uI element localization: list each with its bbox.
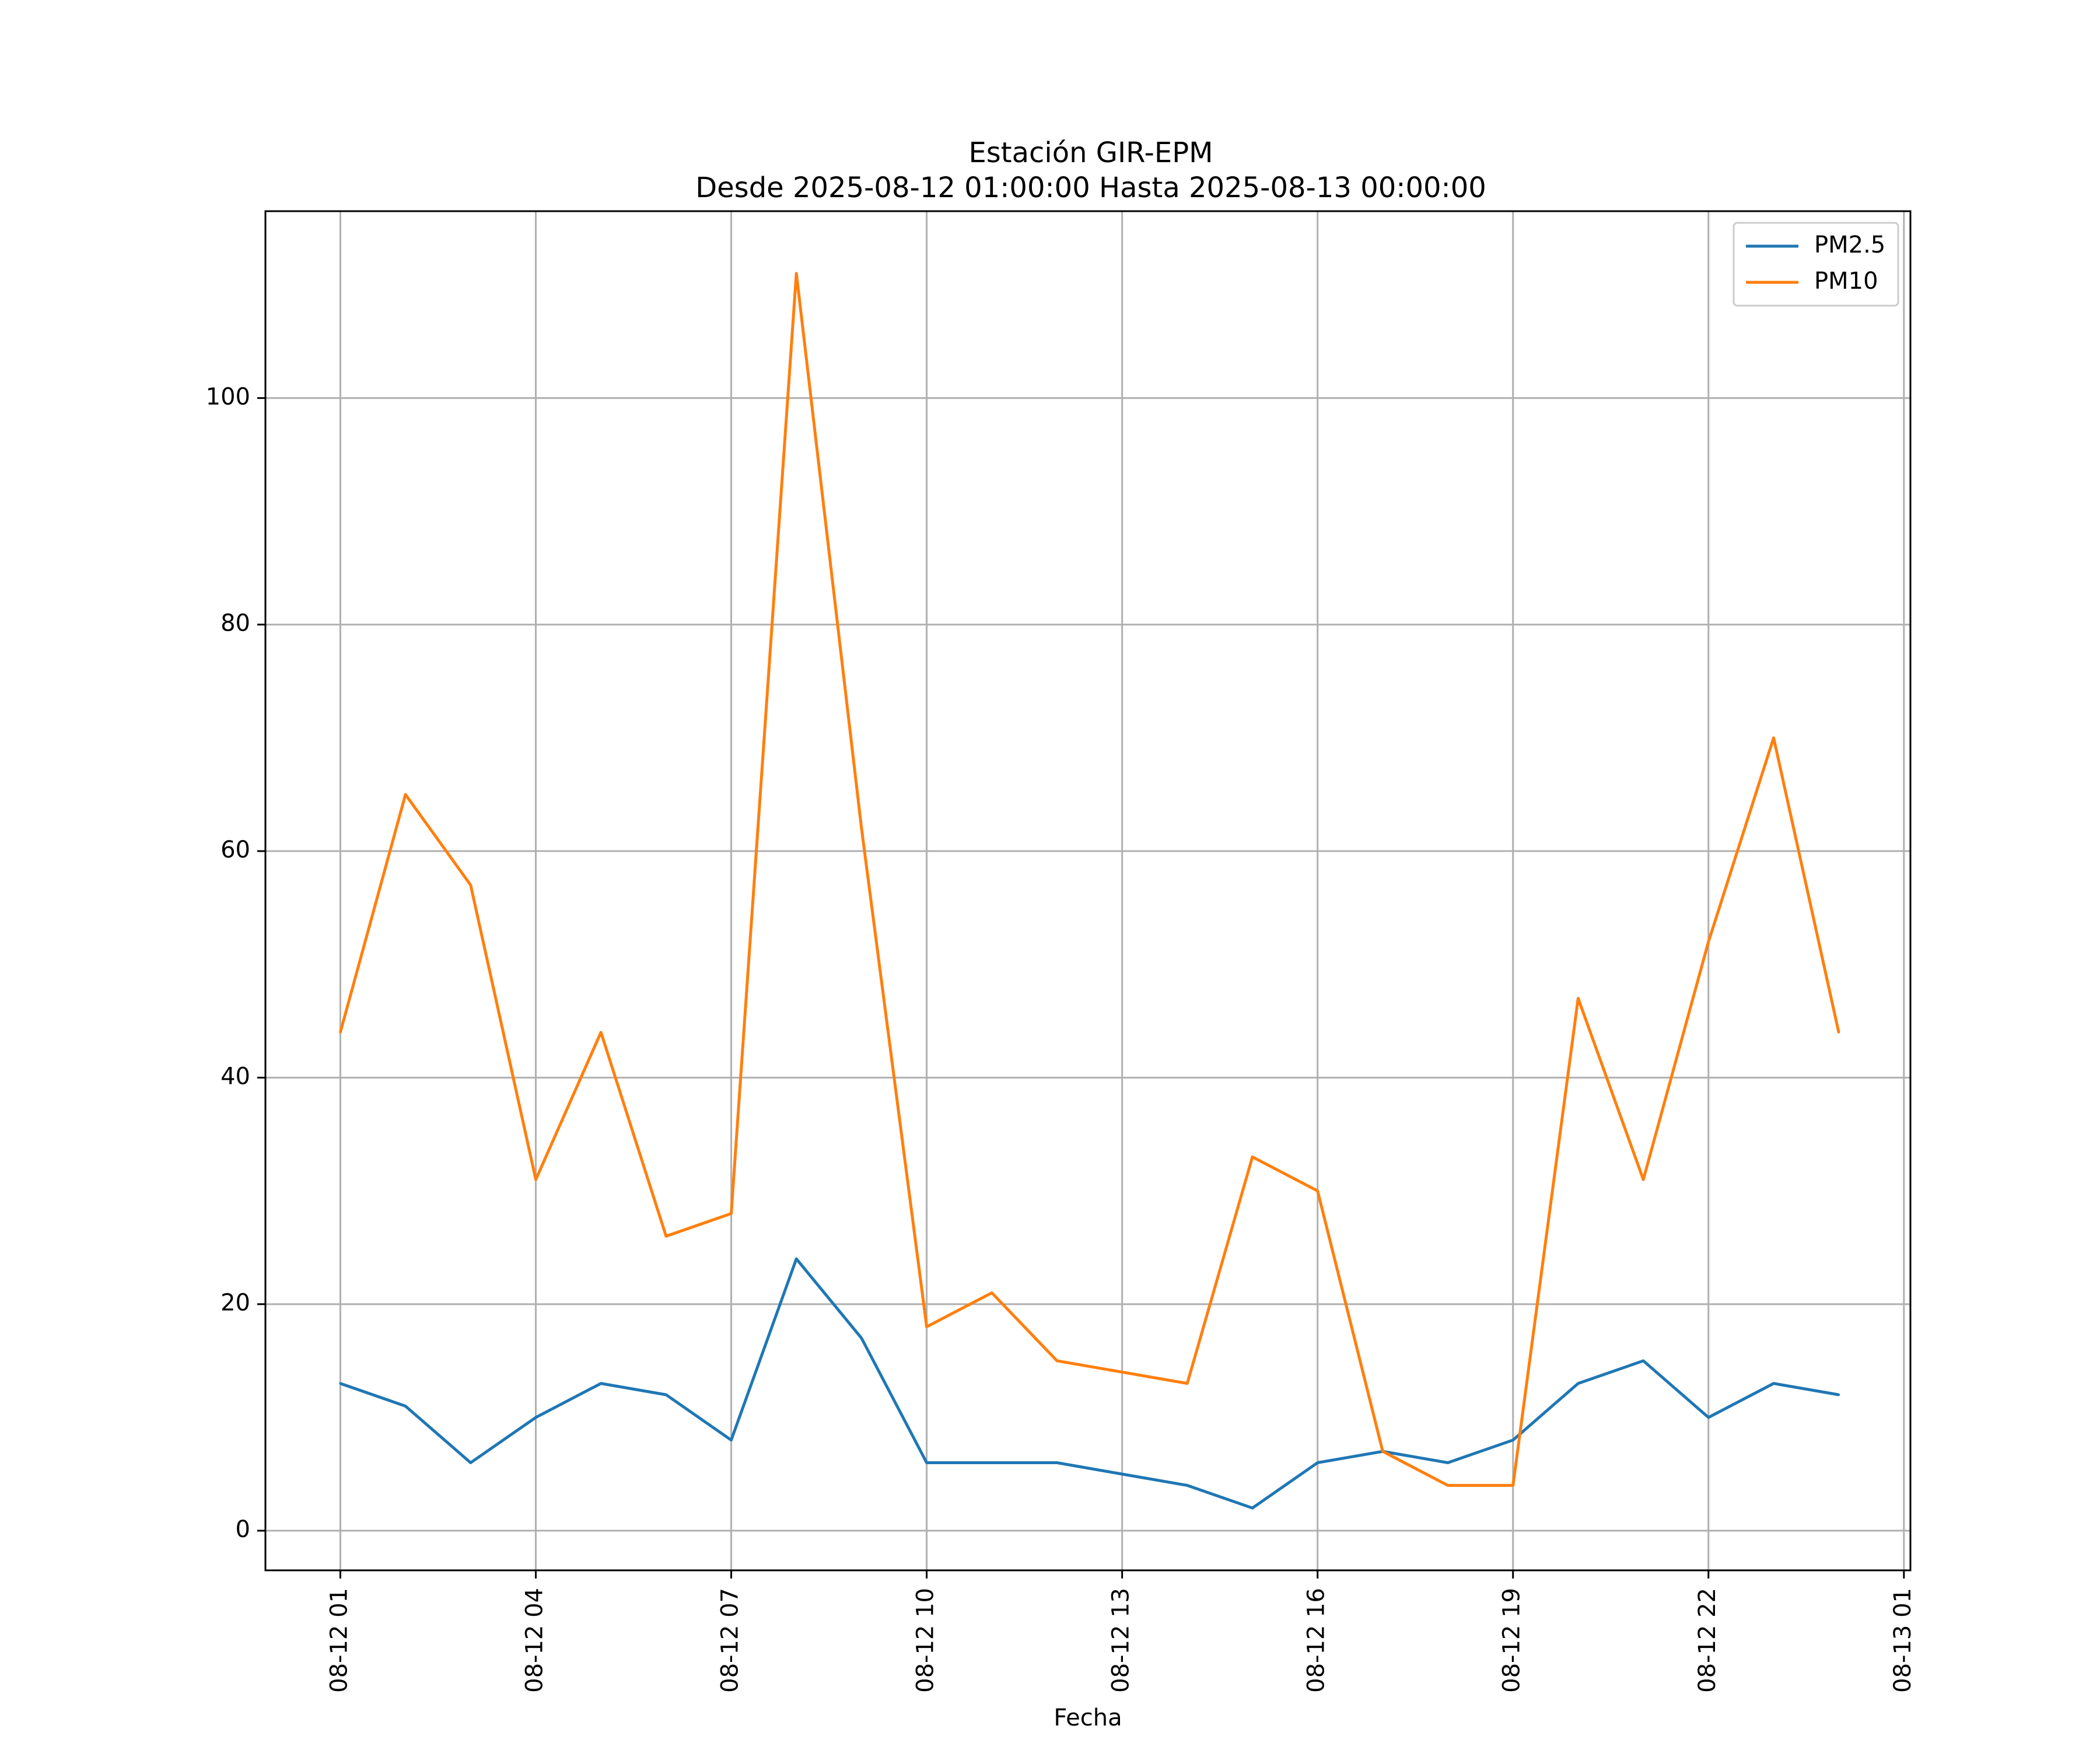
- y-tick-label: 20: [220, 1290, 250, 1317]
- x-tick-label: 08-12 19: [1499, 1588, 1525, 1693]
- data-point: [1121, 1371, 1124, 1374]
- data-point: [1838, 1394, 1840, 1396]
- data-point: [1251, 1156, 1254, 1158]
- data-point: [730, 1212, 733, 1215]
- data-point: [1707, 1416, 1710, 1419]
- legend-label: PM10: [1814, 268, 1878, 295]
- data-point: [1642, 1178, 1645, 1181]
- data-point: [1772, 736, 1775, 739]
- data-point: [664, 1394, 667, 1396]
- chart-subtitle: Desde 2025-08-12 01:00:00 Hasta 2025-08-…: [695, 172, 1486, 204]
- y-axis-ticks: 0 20 40 60 80 100: [206, 383, 265, 1543]
- y-tick-label: 0: [236, 1516, 250, 1543]
- data-point: [1316, 1461, 1319, 1464]
- x-tick-label: 08-12 16: [1303, 1588, 1330, 1693]
- y-tick-label: 60: [220, 836, 250, 863]
- data-point: [339, 1031, 342, 1034]
- data-point: [1186, 1382, 1189, 1385]
- x-tick-label: 08-12 01: [326, 1588, 352, 1693]
- x-tick-label: 08-13 01: [1889, 1588, 1916, 1693]
- x-axis-ticks: 08-12 01 08-12 04 08-12 07 08-12 10 08-12 13…: [326, 1570, 1916, 1693]
- series-lines: [338, 272, 1840, 1510]
- x-tick-label: 08-12 07: [717, 1588, 744, 1693]
- legend-box: [1732, 222, 1899, 307]
- data-point: [1447, 1461, 1450, 1464]
- data-point: [1251, 1507, 1254, 1510]
- data-point: [1055, 1461, 1058, 1464]
- x-axis-label: Fecha: [1054, 1704, 1122, 1731]
- legend-label: PM2.5: [1814, 232, 1885, 258]
- data-point: [991, 1461, 993, 1464]
- grid: [265, 211, 1910, 1570]
- data-point: [600, 1382, 603, 1385]
- data-point: [1381, 1450, 1384, 1453]
- data-point: [860, 1336, 863, 1339]
- data-point: [469, 884, 472, 887]
- series-line-pm10: [338, 272, 1840, 1487]
- data-point: [795, 1258, 798, 1261]
- data-point: [1577, 997, 1580, 1000]
- data-point: [664, 1235, 667, 1238]
- data-point: [534, 1178, 537, 1181]
- data-point: [795, 272, 798, 275]
- data-point: [600, 1031, 603, 1034]
- data-point: [1511, 1438, 1514, 1441]
- data-point: [1707, 940, 1710, 943]
- data-point: [1055, 1359, 1058, 1362]
- x-tick-label: 08-12 04: [521, 1588, 548, 1693]
- data-point: [339, 1382, 342, 1385]
- data-point: [1577, 1382, 1580, 1385]
- data-point: [1186, 1484, 1189, 1487]
- x-tick-label: 08-12 13: [1108, 1588, 1135, 1693]
- data-point: [925, 1325, 928, 1328]
- legend: PM2.5 PM10: [1732, 222, 1899, 307]
- data-point: [534, 1416, 537, 1419]
- data-point: [404, 1405, 407, 1408]
- data-point: [1511, 1484, 1514, 1487]
- y-tick-label: 80: [220, 610, 250, 637]
- x-tick-label: 08-12 22: [1694, 1588, 1721, 1693]
- series-line-pm2-5: [340, 1257, 1839, 1510]
- data-point: [730, 1438, 733, 1441]
- data-point: [1838, 1031, 1840, 1034]
- data-point: [1316, 1189, 1319, 1192]
- data-point: [991, 1292, 993, 1294]
- data-point: [860, 827, 863, 830]
- data-point: [469, 1461, 472, 1464]
- y-tick-label: 40: [220, 1063, 250, 1090]
- data-point: [1772, 1382, 1775, 1385]
- plot-frame: [264, 210, 1912, 1572]
- data-point: [1121, 1472, 1124, 1475]
- chart-title: Estación GIR-EPM: [968, 136, 1213, 169]
- data-point: [404, 793, 407, 796]
- x-tick-label: 08-12 10: [912, 1588, 939, 1693]
- y-tick-label: 100: [206, 383, 250, 410]
- data-point: [1642, 1359, 1645, 1362]
- data-point: [925, 1461, 928, 1464]
- data-point: [1447, 1484, 1450, 1487]
